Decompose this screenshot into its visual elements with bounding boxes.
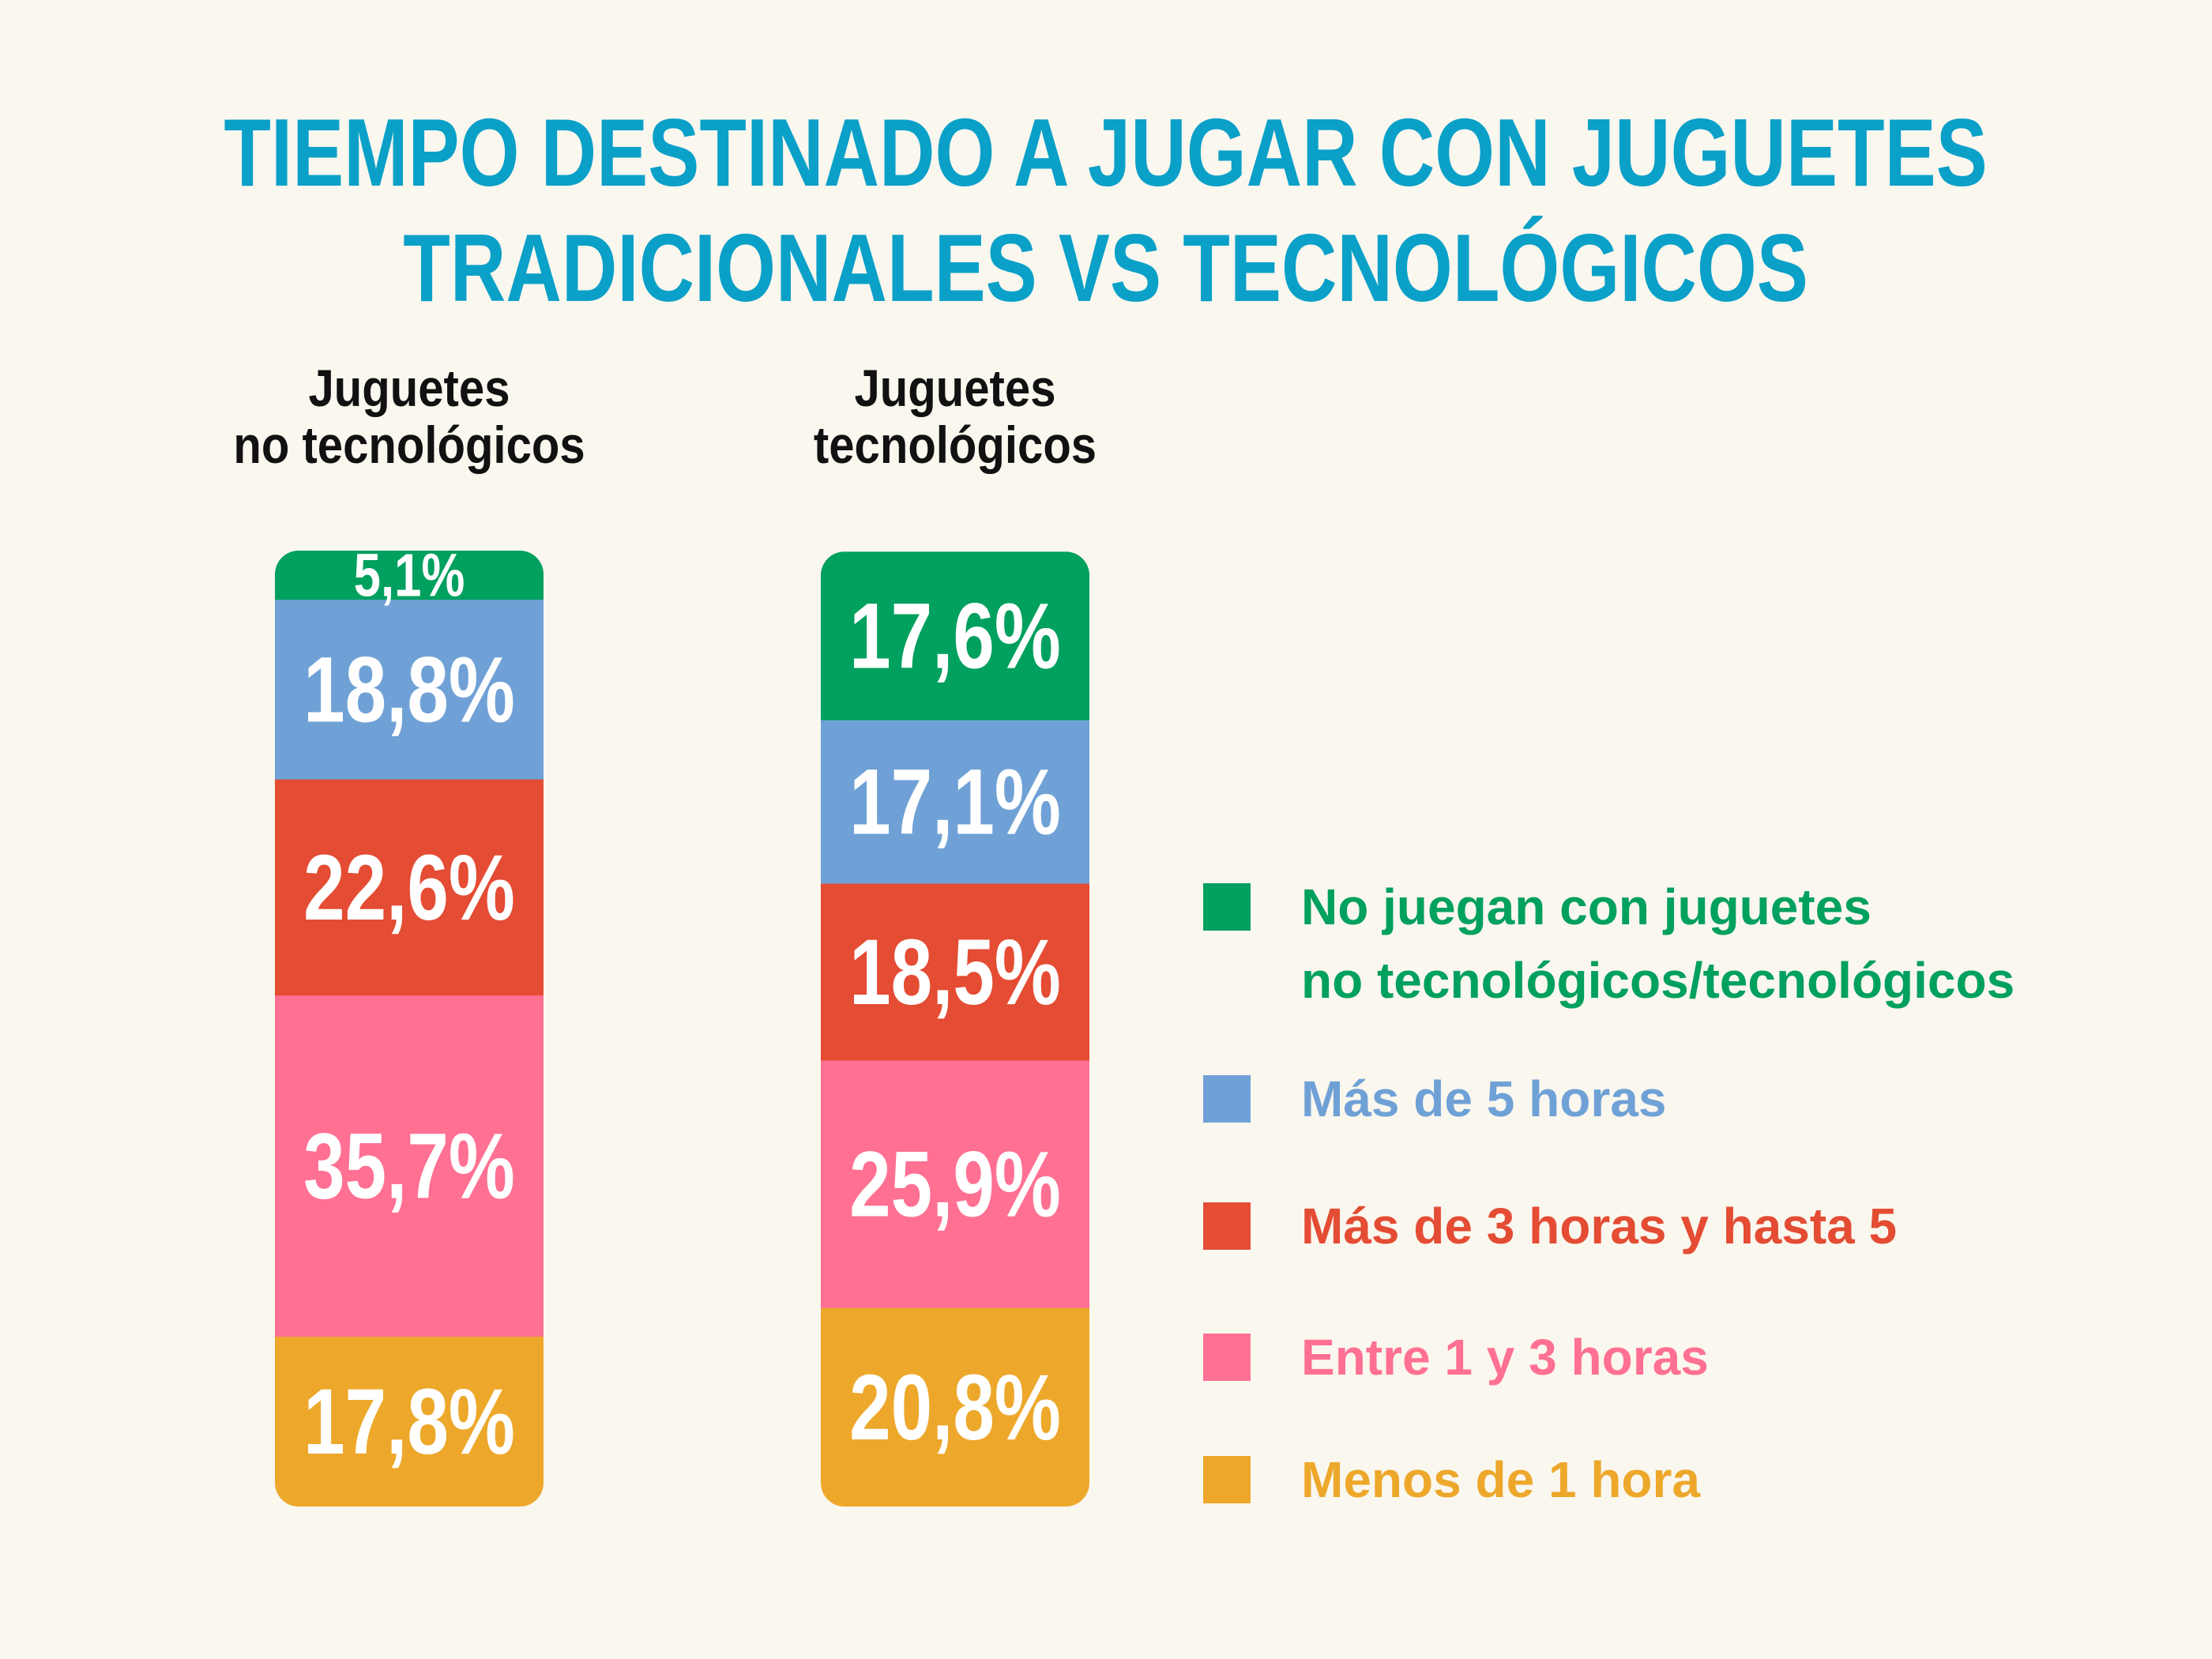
data-label: 22,6% [303,835,515,940]
legend-label: Más de 5 horas [1301,1070,1667,1127]
data-label: 17,6% [849,583,1061,688]
legend-swatch [1203,1334,1251,1381]
data-label: 5,1% [354,541,465,609]
data-label: 18,8% [303,637,515,742]
legend-swatch [1203,1456,1251,1503]
data-label: 35,7% [303,1113,515,1218]
legend-label: Más de 3 horas y hasta 5 [1301,1198,1898,1255]
bar-segment [275,995,544,1337]
data-label: 17,1% [849,749,1061,854]
legend-label: Entre 1 y 3 horas [1301,1329,1709,1386]
data-label: 17,8% [303,1369,515,1474]
bar-segment [821,883,1089,1061]
legend-label: Menos de 1 hora [1301,1451,1700,1508]
data-label: 20,8% [849,1355,1061,1460]
bar-segment [275,779,544,996]
legend-swatch [1203,1075,1251,1123]
bar-segment [821,1307,1089,1507]
legend-label: No juegan con juguetes no tecnológicos/t… [1301,878,2015,1009]
bar-segment [275,551,544,600]
legend-swatch [1203,1202,1251,1250]
category-label: Juguetes no tecnológicos [233,359,585,474]
chart-title: TIEMPO DESTINADO A JUGAR CON JUGUETES TR… [224,99,1988,322]
bar-segment [275,1336,544,1507]
data-label: 25,9% [849,1131,1061,1236]
bar-segment [821,1059,1089,1308]
category-label: Juguetes tecnológicos [813,359,1097,474]
legend-swatch [1203,883,1251,931]
bar-segment [821,720,1089,884]
bar-stack: 20,8% 25,9% 18,5% 17,1% 17,6% [821,551,1089,1507]
bar-stack: 17,8% 35,7% 22,6% 18,8% 5,1% [275,541,544,1507]
data-label: 18,5% [849,920,1061,1025]
bar-segment [821,551,1089,720]
bar-segment [275,599,544,780]
